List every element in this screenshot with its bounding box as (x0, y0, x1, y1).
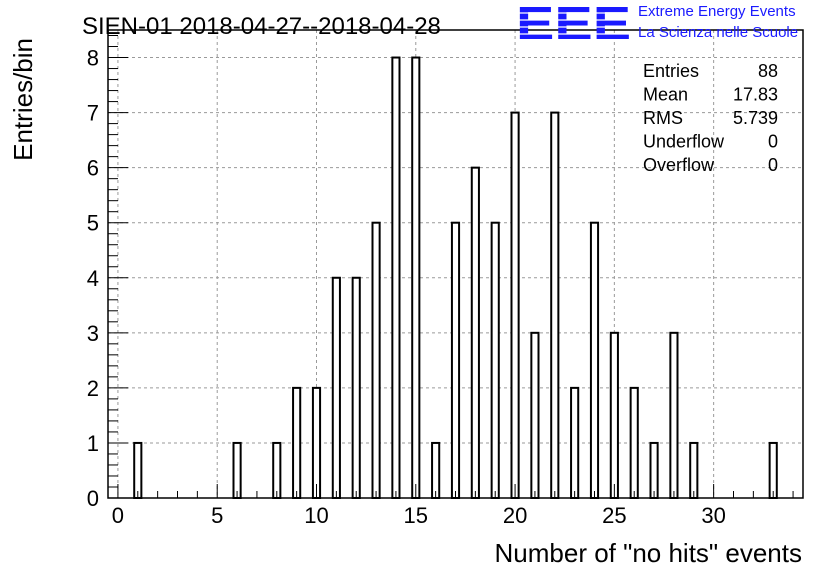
histogram-bar (768, 441, 778, 499)
tick-labels: 0 5 10 15 20 25 30 0 1 2 3 4 5 6 7 8 (87, 46, 726, 528)
stats-value: 0 (768, 132, 778, 152)
y-tick-label: 2 (87, 376, 99, 401)
histogram-bar (450, 221, 461, 500)
x-tick-label: 5 (211, 503, 223, 528)
histogram-bar (272, 441, 282, 499)
y-tick-label: 0 (87, 486, 99, 511)
histogram-bar (689, 441, 699, 499)
y-tick-label: 5 (87, 211, 99, 236)
x-axis-label: Number of "no hits" events (495, 538, 803, 568)
y-tick-label: 3 (87, 321, 99, 346)
y-axis-label: Entries/bin (8, 38, 38, 161)
x-tick-label: 10 (304, 503, 328, 528)
stats-label: Mean (643, 85, 688, 105)
histogram-bar (371, 221, 381, 500)
stats-label: Entries (643, 61, 699, 81)
histogram-bar (589, 221, 600, 500)
y-tick-label: 8 (87, 46, 99, 71)
logo-letters: EEE (516, 0, 632, 49)
histogram-bar (431, 441, 441, 499)
histogram-bar (133, 441, 143, 499)
bars (133, 56, 778, 500)
y-tick-label: 7 (87, 101, 99, 126)
histogram-bar (649, 441, 659, 499)
histogram-bar (351, 276, 361, 499)
stats-label: Underflow (643, 132, 725, 152)
y-tick-label: 6 (87, 156, 99, 181)
histogram-bar (232, 441, 242, 499)
histogram-bar (391, 56, 401, 499)
histogram-bar (550, 111, 560, 500)
y-tick-label: 4 (87, 266, 99, 291)
stats-box: Entries 88 Mean 17.83 RMS 5.739 Underflow 0 Over… (643, 61, 778, 175)
logo-stripes (516, 12, 634, 35)
y-tick-label: 1 (87, 431, 99, 456)
histogram-bar (331, 276, 341, 499)
chart-title: SIEN-01 2018-04-27--2018-04-28 (82, 13, 441, 40)
x-tick-label: 30 (701, 503, 725, 528)
histogram-bar (490, 221, 500, 500)
histogram-bar (570, 386, 580, 499)
histogram-bar (510, 111, 520, 500)
histogram-bar (609, 331, 619, 499)
histogram-bar (669, 331, 679, 499)
x-tick-label: 15 (404, 503, 428, 528)
histogram-bar (411, 56, 421, 499)
histogram-bar (530, 331, 540, 499)
stats-value: 17.83 (733, 85, 778, 105)
axis-ticks (108, 35, 794, 499)
stats-value: 88 (758, 61, 778, 81)
stats-value: 0 (768, 155, 778, 175)
stats-label: RMS (643, 108, 683, 128)
x-tick-label: 0 (112, 503, 124, 528)
eee-logo: EEE Extreme Energy Events La Scienza nel… (516, 0, 832, 49)
stats-value: 5.739 (733, 108, 778, 128)
x-tick-label: 25 (602, 503, 626, 528)
stats-label: Overflow (643, 155, 715, 175)
histogram-bar (470, 166, 480, 499)
histogram-bar (292, 386, 302, 499)
histogram-bar (311, 386, 322, 499)
x-tick-label: 20 (503, 503, 527, 528)
logo-line1: Extreme Energy Events (638, 3, 796, 20)
histogram-bar (629, 386, 639, 499)
logo-line2: La Scienza nelle Scuole (638, 24, 799, 41)
